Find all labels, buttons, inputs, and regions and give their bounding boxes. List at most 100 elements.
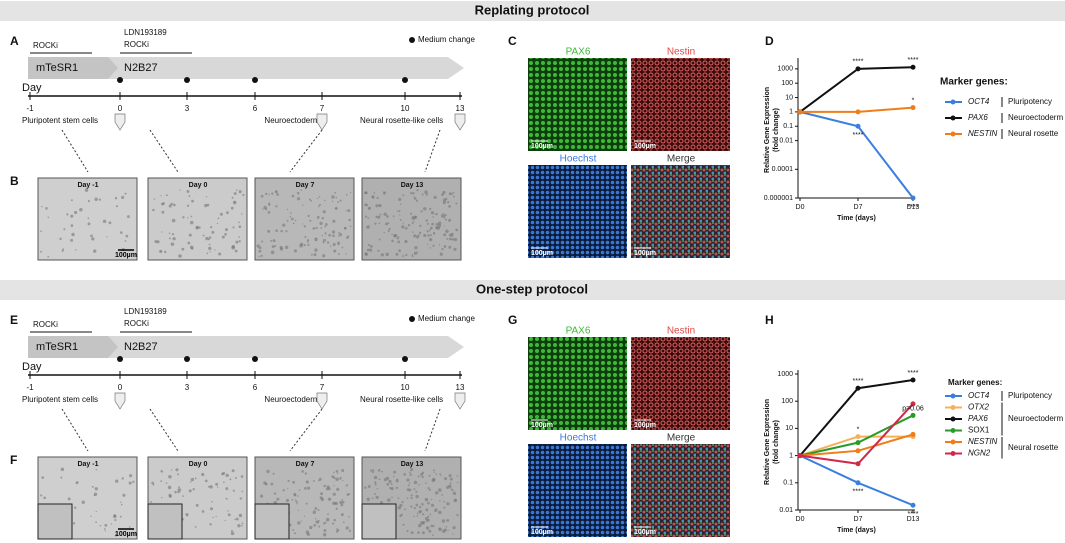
cell xyxy=(441,529,446,533)
cell xyxy=(290,212,292,214)
cell xyxy=(310,253,313,256)
cell xyxy=(426,243,429,245)
cell xyxy=(120,501,122,503)
cell xyxy=(256,244,260,248)
cell xyxy=(209,226,213,229)
cell xyxy=(230,531,235,536)
data-point xyxy=(855,480,861,486)
cell xyxy=(272,472,275,475)
cell xyxy=(425,219,428,222)
cell xyxy=(239,497,242,500)
legend-group-label: Neuroectoderm xyxy=(1008,414,1063,423)
y-tick-label: 1000 xyxy=(777,66,793,73)
legend-dot xyxy=(409,37,415,43)
cell xyxy=(323,529,327,532)
cell xyxy=(375,495,379,500)
cell xyxy=(419,224,422,228)
cell xyxy=(406,530,409,533)
cell xyxy=(285,230,288,233)
cell xyxy=(337,253,340,256)
cell xyxy=(301,470,304,473)
cell xyxy=(455,228,459,232)
data-point xyxy=(910,401,916,407)
cell xyxy=(74,210,78,215)
cell xyxy=(413,215,417,220)
cell xyxy=(454,499,457,501)
medium-change-label: Medium change xyxy=(418,35,475,44)
cell xyxy=(41,476,44,479)
cell xyxy=(114,197,118,200)
cell xyxy=(335,477,339,482)
cell xyxy=(186,190,190,193)
stain-label: PAX6 xyxy=(566,326,591,337)
cell xyxy=(225,497,227,499)
cell xyxy=(345,209,348,212)
cell xyxy=(168,237,171,240)
cell xyxy=(195,503,199,507)
cell xyxy=(190,477,195,482)
cell xyxy=(370,469,373,472)
cell xyxy=(446,502,450,506)
cell xyxy=(439,500,441,502)
cell xyxy=(378,238,381,241)
cell xyxy=(398,236,400,238)
cell xyxy=(430,211,435,215)
cell xyxy=(324,199,326,202)
cell xyxy=(66,213,69,216)
cell xyxy=(303,515,306,518)
cell xyxy=(316,197,319,200)
cell xyxy=(132,480,135,483)
cell xyxy=(120,503,123,506)
cell xyxy=(205,196,208,198)
cell xyxy=(424,497,429,502)
cell xyxy=(333,471,335,474)
cell xyxy=(318,477,322,481)
cell xyxy=(160,470,164,473)
cell xyxy=(60,467,65,472)
cell xyxy=(346,493,350,496)
cell xyxy=(390,486,394,491)
cell xyxy=(317,205,320,208)
cell xyxy=(207,485,210,488)
medium-label: mTeSR1 xyxy=(36,62,78,74)
cell xyxy=(315,226,318,230)
cell xyxy=(242,193,245,197)
cell xyxy=(447,529,449,532)
cell xyxy=(297,509,300,511)
cell xyxy=(423,207,427,211)
legend-marker xyxy=(950,99,956,105)
cell xyxy=(87,222,91,226)
cell xyxy=(347,235,350,238)
cell xyxy=(206,203,210,207)
cell xyxy=(271,245,275,249)
cell xyxy=(175,468,179,472)
cell xyxy=(43,496,46,500)
cell xyxy=(450,487,452,489)
y-tick-label: 100 xyxy=(781,80,793,87)
cell xyxy=(240,475,244,478)
scale-bar-label: 100µm xyxy=(634,250,656,257)
cell xyxy=(316,215,320,219)
data-point xyxy=(797,453,803,459)
cell xyxy=(318,525,321,528)
cell xyxy=(225,473,229,478)
cell xyxy=(433,195,437,199)
stage-label: Neuroectoderm xyxy=(264,395,319,404)
x-tick-label: D7 xyxy=(854,516,863,523)
cell xyxy=(93,249,97,253)
cell xyxy=(444,218,447,221)
cell xyxy=(383,232,385,234)
cell xyxy=(439,252,443,256)
cell xyxy=(391,496,393,498)
tube-icon xyxy=(454,113,466,131)
stage-label: Neuroectoderm xyxy=(264,116,319,125)
cell xyxy=(374,222,377,225)
cell xyxy=(336,528,340,532)
cell xyxy=(418,231,422,235)
cell xyxy=(102,219,107,224)
cell xyxy=(161,231,163,233)
cell xyxy=(402,222,404,224)
cell xyxy=(125,234,129,238)
medium-arrow xyxy=(28,336,464,358)
cell xyxy=(427,501,430,505)
